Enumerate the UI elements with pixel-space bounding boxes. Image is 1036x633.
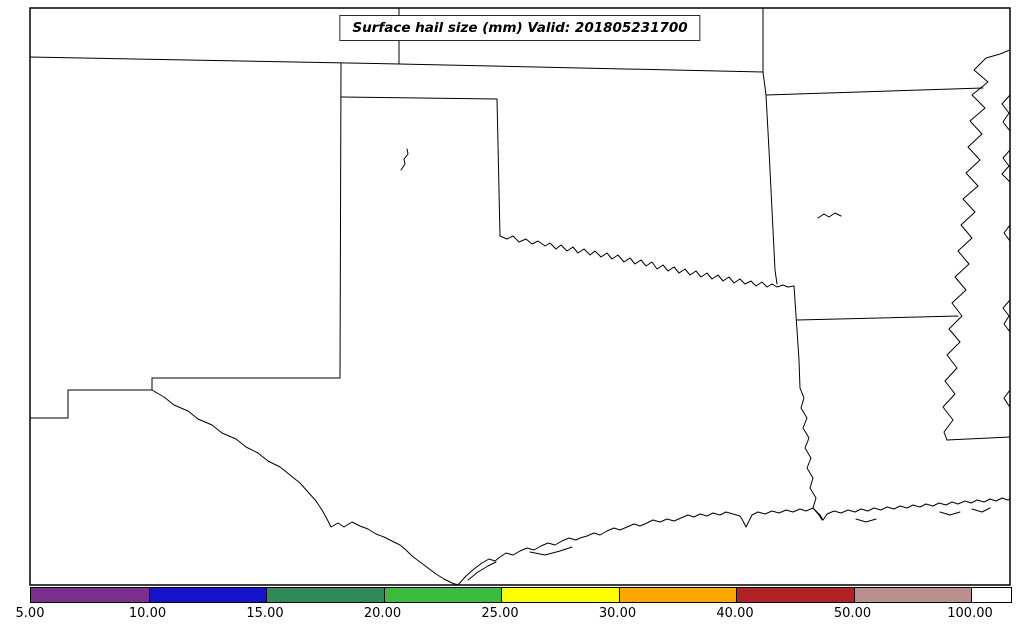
state-border-la-ms [946, 436, 1010, 441]
gulf-coastline [457, 497, 1010, 585]
colorbar-segment [31, 588, 149, 602]
river-oxbow-squiggles [1001, 94, 1010, 407]
colorbar-segment [501, 588, 619, 602]
map-layers [30, 8, 1010, 585]
state-border-37n [30, 56, 764, 73]
lake-meredith [400, 148, 409, 171]
colorbar [30, 587, 1012, 603]
state-border-ar-la [796, 315, 959, 321]
plot-frame [29, 7, 1011, 586]
lake-ouachita [817, 212, 842, 219]
mississippi-river [942, 49, 1010, 441]
state-border-ok-ar [762, 71, 778, 285]
colorbar-segment [618, 588, 736, 602]
state-border-nm-mexico [30, 377, 153, 419]
state-border-ok-panhandle-south [340, 96, 498, 100]
state-border-nm-tx-east [339, 62, 342, 379]
state-border-mo-ar [765, 87, 984, 96]
state-border-tx-east [793, 285, 801, 389]
colorbar-segment [383, 588, 501, 602]
state-border-tx-ok-100w [496, 98, 501, 237]
colorbar-segment [853, 588, 971, 602]
colorbar-segment [971, 588, 1011, 602]
sabine-river-border [799, 387, 823, 521]
colorbar-segment [736, 588, 854, 602]
barrier-islands [467, 507, 991, 581]
colorbar-segment [148, 588, 266, 602]
red-river-border [499, 235, 795, 288]
plot-title: Surface hail size (mm) Valid: 2018052317… [339, 15, 701, 41]
rio-grande-border [151, 389, 459, 585]
colorbar-segment [266, 588, 384, 602]
